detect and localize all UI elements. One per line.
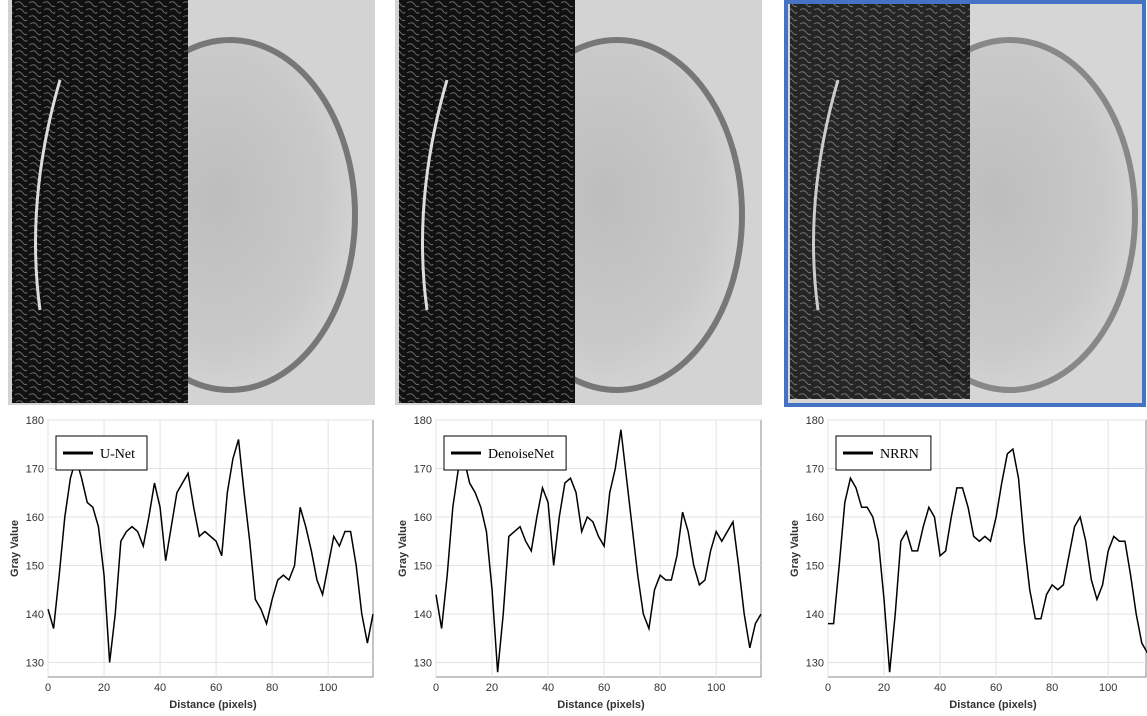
x-tick-label: 40 — [154, 682, 166, 694]
y-tick-label: 180 — [414, 415, 432, 427]
legend: NRRN — [835, 435, 932, 471]
x-tick-label: 100 — [1099, 682, 1117, 694]
legend-label: U-Net — [100, 447, 135, 462]
image-row — [8, 0, 1146, 407]
legend-label: DenoiseNet — [488, 447, 554, 462]
x-tick-label: 80 — [1046, 682, 1058, 694]
x-axis-label: Distance (pixels) — [949, 699, 1037, 711]
x-tick-label: 80 — [654, 682, 666, 694]
legend: U-Net — [55, 435, 148, 471]
data-line — [828, 447, 1147, 673]
x-tick-label: 60 — [210, 682, 222, 694]
x-tick-label: 100 — [319, 682, 337, 694]
y-tick-label: 160 — [414, 512, 432, 524]
x-tick-label: 20 — [98, 682, 110, 694]
y-tick-label: 180 — [806, 415, 824, 427]
x-axis-label: Distance (pixels) — [557, 699, 645, 711]
y-axis-label: Gray Value — [789, 520, 801, 577]
y-tick-label: 130 — [26, 657, 44, 669]
data-line — [435, 429, 762, 673]
y-tick-label: 150 — [26, 560, 44, 572]
data-line — [47, 439, 374, 663]
x-tick-label: 60 — [598, 682, 610, 694]
image-panel — [784, 0, 1146, 407]
y-tick-label: 180 — [26, 415, 44, 427]
image-panel — [395, 0, 762, 405]
y-tick-label: 150 — [414, 560, 432, 572]
x-tick-label: 80 — [266, 682, 278, 694]
y-tick-label: 170 — [806, 463, 824, 475]
y-tick-label: 140 — [806, 609, 824, 621]
image-panel — [8, 0, 375, 405]
x-tick-label: 100 — [707, 682, 725, 694]
y-tick-label: 140 — [26, 609, 44, 621]
x-tick-label: 0 — [433, 682, 439, 694]
y-axis-label: Gray Value — [397, 520, 409, 577]
x-tick-label: 60 — [990, 682, 1002, 694]
x-tick-label: 20 — [486, 682, 498, 694]
y-tick-label: 170 — [414, 463, 432, 475]
y-tick-label: 160 — [26, 512, 44, 524]
y-tick-label: 130 — [806, 657, 824, 669]
x-axis-label: Distance (pixels) — [169, 699, 257, 711]
y-tick-label: 170 — [26, 463, 44, 475]
line-chart: 130 140 150 160 170 180 0 20 40 60 80 100 Distance (… — [9, 415, 374, 711]
legend-label: NRRN — [880, 447, 919, 462]
x-tick-label: 40 — [934, 682, 946, 694]
y-tick-label: 140 — [414, 609, 432, 621]
x-tick-label: 0 — [825, 682, 831, 694]
y-axis-label: Gray Value — [9, 520, 21, 577]
legend-box — [835, 435, 932, 471]
y-tick-label: 130 — [414, 657, 432, 669]
line-chart: 130 140 150 160 170 180 0 20 40 60 80 100 Distance (… — [397, 415, 762, 711]
line-chart: 130 140 150 160 170 180 0 20 40 60 80 100 Distance (… — [789, 415, 1147, 711]
x-tick-label: 0 — [45, 682, 51, 694]
legend: DenoiseNet — [443, 435, 567, 471]
y-tick-label: 160 — [806, 512, 824, 524]
y-tick-label: 150 — [806, 560, 824, 572]
x-tick-label: 20 — [878, 682, 890, 694]
x-tick-label: 40 — [542, 682, 554, 694]
